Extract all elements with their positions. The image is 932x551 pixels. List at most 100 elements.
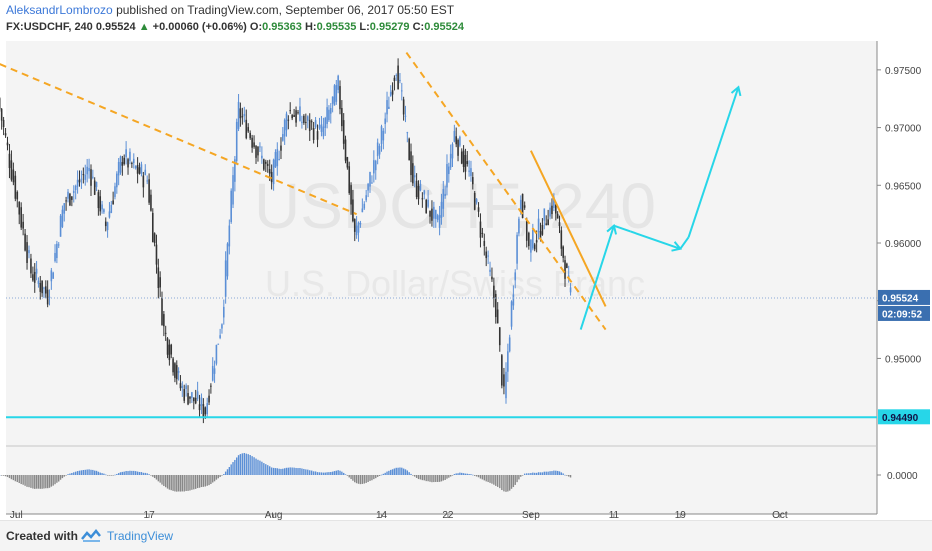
- candle-body: [448, 167, 450, 174]
- candle-body: [545, 223, 547, 224]
- candle-body: [240, 108, 242, 118]
- candle-body: [123, 158, 125, 164]
- candle-body: [528, 233, 530, 246]
- candle-body: [301, 122, 303, 123]
- change-value: +0.00060 (+0.06%): [153, 21, 247, 33]
- oscillator-bar: [448, 475, 449, 478]
- candle-body: [251, 138, 253, 148]
- candle-body: [384, 119, 386, 124]
- oscillator-bar: [191, 475, 192, 490]
- candle-body: [516, 235, 518, 264]
- candle-body: [195, 398, 197, 403]
- oscillator-bar: [40, 475, 41, 489]
- candle-body: [362, 208, 364, 212]
- oscillator-bar: [341, 472, 342, 475]
- candle-body: [293, 115, 295, 117]
- oscillator-bar: [77, 471, 78, 475]
- oscillator-bar: [96, 471, 97, 475]
- candle-body: [135, 166, 137, 168]
- oscillator-bar: [383, 474, 384, 475]
- oscillator-bar: [433, 475, 434, 482]
- candle-body: [330, 108, 332, 114]
- oscillator-bar: [176, 475, 177, 492]
- candle-body: [557, 214, 559, 219]
- candle-body: [343, 120, 345, 144]
- oscillator-bar: [317, 472, 318, 475]
- oscillator-bar: [3, 475, 4, 476]
- candle-body: [67, 192, 69, 199]
- candle-body: [501, 355, 503, 385]
- oscillator-bar: [497, 475, 498, 487]
- oscillator-bar: [484, 475, 485, 480]
- candle-body: [105, 222, 107, 226]
- oscillator-bar: [562, 473, 563, 475]
- x-tick-label: 17: [144, 510, 156, 520]
- support-badge-label: 0.94490: [882, 413, 919, 424]
- last-price: 0.95524: [96, 21, 136, 33]
- candle-body: [350, 185, 352, 204]
- price-axis: [877, 38, 932, 520]
- candle-body: [75, 186, 77, 190]
- candle-body: [36, 269, 38, 274]
- oscillator-bar: [315, 471, 316, 475]
- oscillator-bar: [273, 468, 274, 475]
- oscillator-bar: [216, 475, 217, 480]
- oscillator-bar: [290, 467, 291, 475]
- oscillator-bar: [22, 475, 23, 485]
- symbol-label[interactable]: FX:USDCHF, 240: [6, 21, 93, 33]
- candle-body: [388, 107, 390, 109]
- oscillator-bar: [101, 473, 102, 475]
- candle-body: [386, 100, 388, 114]
- candle-body: [377, 143, 379, 157]
- oscillator-bar: [501, 475, 502, 490]
- candle-body: [459, 137, 461, 146]
- candle-body: [291, 115, 293, 118]
- oscillator-bar: [540, 472, 541, 475]
- oscillator-bar: [429, 475, 430, 482]
- candle-body: [280, 146, 282, 151]
- y-tick-label: 0.95000: [885, 354, 922, 365]
- oscillator-bar: [403, 469, 404, 475]
- candle-body: [454, 131, 456, 142]
- oscillator-bar: [407, 470, 408, 475]
- candle-body: [247, 127, 249, 131]
- oscillator-bar: [532, 473, 533, 475]
- oscillator-bar: [388, 471, 389, 475]
- oscillator-bar: [568, 475, 569, 477]
- candle-body: [297, 112, 299, 113]
- candle-body: [390, 92, 392, 96]
- candle-body: [98, 192, 100, 208]
- candle-body: [182, 386, 184, 388]
- oscillator-bar: [364, 475, 365, 484]
- candle-body: [397, 66, 399, 90]
- candle-body: [559, 222, 561, 226]
- candle-body: [0, 98, 1, 109]
- oscillator-bar: [86, 469, 87, 475]
- candle-body: [114, 186, 116, 197]
- oscillator-bar: [367, 475, 368, 482]
- oscillator-bar: [259, 461, 260, 475]
- oscillator-bar: [182, 475, 183, 491]
- oscillator-bar: [542, 472, 543, 475]
- candle-body: [437, 215, 439, 220]
- oscillator-bar: [536, 473, 537, 475]
- oscillator-bar: [219, 475, 220, 477]
- candle-body: [544, 208, 546, 220]
- oscillator-bar: [553, 471, 554, 475]
- tradingview-brand[interactable]: TradingView: [107, 529, 173, 543]
- author-link[interactable]: AleksandrLombrozo: [6, 3, 113, 17]
- candle-body: [373, 160, 375, 173]
- candle-body: [489, 270, 491, 272]
- oscillator-bar: [505, 475, 506, 492]
- candle-body: [427, 200, 429, 207]
- oscillator-bar: [530, 473, 531, 475]
- oscillator-bar: [20, 475, 21, 484]
- candle-body: [478, 207, 480, 211]
- candle-body: [84, 175, 86, 180]
- close-label: C:: [413, 21, 425, 33]
- candle-body: [365, 195, 367, 200]
- candle-body: [249, 133, 251, 138]
- oscillator-bar: [141, 472, 142, 475]
- oscillator-bar: [71, 473, 72, 475]
